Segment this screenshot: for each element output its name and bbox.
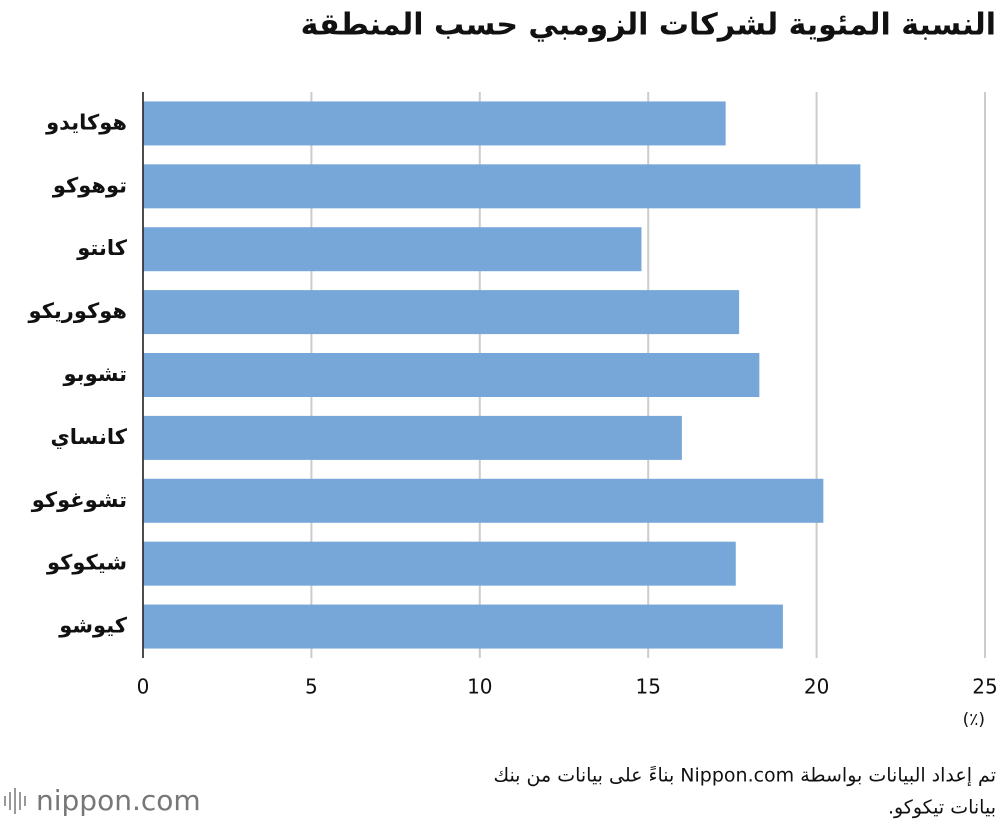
bar	[143, 227, 642, 272]
bar	[143, 101, 726, 146]
bar	[143, 164, 861, 209]
x-tick-label: 0	[137, 675, 150, 699]
bar	[143, 541, 736, 586]
bar	[143, 604, 783, 649]
y-tick-label: تشوغوكو	[31, 488, 127, 512]
y-tick-label: شيكوكو	[46, 551, 127, 575]
bar	[143, 415, 682, 460]
y-tick-label: كانساي	[51, 425, 128, 450]
x-tick-label: 15	[635, 675, 660, 699]
y-tick-label: تشوبو	[63, 362, 127, 386]
x-tick-label: 5	[305, 675, 318, 699]
y-tick-label: توهوكو	[52, 173, 127, 197]
x-tick-label: 20	[804, 675, 829, 699]
x-unit: (٪)	[963, 710, 985, 730]
y-tick-label: هوكايدو	[45, 110, 127, 134]
x-tick-label: 25	[972, 675, 997, 699]
y-tick-label: هوكوريكو	[28, 299, 127, 323]
chart-title: النسبة المئوية لشركات الزومبي حسب المنطق…	[301, 8, 996, 43]
logo[interactable]: nippon.com	[36, 784, 201, 817]
logo-mark	[4, 788, 26, 814]
bar	[143, 353, 760, 397]
bar	[143, 290, 740, 335]
y-tick-label: كيوشو	[58, 614, 128, 638]
bar	[143, 478, 824, 523]
x-tick-label: 10	[467, 675, 492, 699]
y-tick-label: كانتو	[76, 236, 128, 260]
source-line: تم إعداد البيانات بواسطة Nippon.com بناء…	[493, 765, 996, 788]
source-line: بيانات تيكوكو.	[888, 797, 996, 819]
